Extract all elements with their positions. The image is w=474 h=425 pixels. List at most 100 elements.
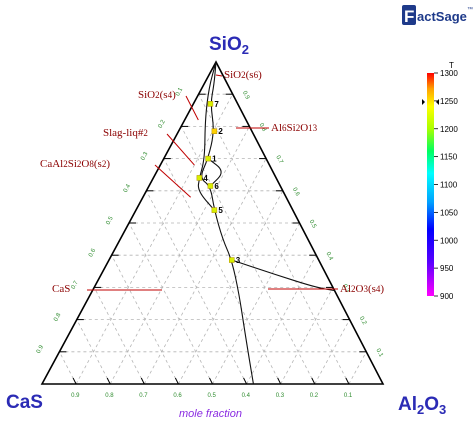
vertex-label-right: Al2O3 xyxy=(398,394,446,417)
invariant-point-label: 4 xyxy=(203,174,208,183)
tick-label: 0.5 xyxy=(308,219,318,230)
grid-line xyxy=(143,158,267,385)
tick-mark xyxy=(106,377,111,385)
univariant-line xyxy=(231,259,335,292)
tick-label: 0.3 xyxy=(276,393,285,399)
colorbar-label: T xyxy=(449,61,454,70)
grid-line xyxy=(178,190,284,385)
tick-label: 0.7 xyxy=(71,280,81,291)
grid-line xyxy=(111,255,179,385)
colorbar-marker xyxy=(436,98,439,105)
tick-label: 0.2 xyxy=(158,119,168,130)
tick-label: 0.4 xyxy=(324,251,334,262)
phase-labels: SiO2(s6) SiO2(s4) Al6Si2O13 Slag-liq#2 CaAl2… xyxy=(40,69,384,295)
grid-line xyxy=(348,351,367,385)
invariant-point-label: 5 xyxy=(218,206,223,215)
tick-label: 0.7 xyxy=(274,155,284,166)
invariant-point-label: 1 xyxy=(212,155,217,164)
invariant-point xyxy=(229,257,235,263)
grid-line xyxy=(280,287,334,385)
leader-line xyxy=(154,164,191,198)
colorbar-marker xyxy=(422,98,425,105)
tick-label: 0.9 xyxy=(241,90,251,101)
phase-label-al6si2o13: Al6Si2O13 xyxy=(271,122,318,134)
tick-label: 0.6 xyxy=(88,247,98,258)
grid-line xyxy=(314,319,350,385)
tick-label: 0.5 xyxy=(208,393,217,399)
colorbar-tick-label: 1150 xyxy=(440,153,458,162)
vertex-labels: SiO2 CaS Al2O3 xyxy=(6,34,446,417)
invariant-point-label: 3 xyxy=(236,256,241,265)
grid-line xyxy=(93,287,145,385)
tick-label: 0.4 xyxy=(242,393,251,399)
grid-lines xyxy=(59,93,367,385)
colorbar-tick-label: 1000 xyxy=(440,236,458,245)
tick-label: 0.9 xyxy=(36,344,46,355)
logo-mark xyxy=(402,5,416,25)
grid-line xyxy=(212,222,300,385)
tick-label: 0.8 xyxy=(53,312,63,323)
colorbar-tick-label: 1200 xyxy=(440,125,458,134)
triangle-frame xyxy=(40,60,385,385)
grid-line xyxy=(246,255,317,385)
temperature-colorbar: T 900 950 1000 1050 1100 1150 1200 1250 1300 xyxy=(422,61,458,301)
tick-label: 0.6 xyxy=(173,393,182,399)
invariant-point-label: 2 xyxy=(218,127,223,136)
tick-mark xyxy=(174,377,179,385)
grid-line xyxy=(198,94,350,385)
tick-mark xyxy=(72,377,77,385)
invariant-point xyxy=(205,155,211,162)
tick-mark xyxy=(209,377,213,385)
grid-line xyxy=(76,319,111,385)
colorbar-tick-label: 1050 xyxy=(440,208,458,217)
invariant-point xyxy=(211,207,218,213)
colorbar-tick-label: 1100 xyxy=(440,181,458,190)
colorbar-gradient xyxy=(427,73,434,296)
leader-line xyxy=(215,74,223,77)
tick-mark xyxy=(140,377,145,385)
logo-tm: ™ xyxy=(467,6,473,13)
leader-line xyxy=(166,133,195,166)
tick-label: 0.1 xyxy=(344,393,353,399)
tick-label: 0.5 xyxy=(105,215,115,226)
phase-label-al2o3-s4: Al2O3(s4) xyxy=(340,283,384,295)
vertex-label-left: CaS xyxy=(6,392,43,413)
tick-marks xyxy=(59,93,367,385)
phase-label-slag-liq2: Slag-liq#2 xyxy=(103,127,148,139)
tick-label: 0.4 xyxy=(123,183,133,194)
invariant-point xyxy=(196,175,203,181)
tick-label: 0.9 xyxy=(71,393,80,399)
colorbar-tick-label: 900 xyxy=(440,292,454,301)
phase-label-caal2si2o8: CaAl2Si2O8(s2) xyxy=(40,158,110,170)
tick-label: 0.3 xyxy=(140,151,150,162)
triangle-border xyxy=(40,60,385,385)
invariant-point xyxy=(207,183,214,189)
tick-mark xyxy=(311,377,316,385)
univariant-line xyxy=(201,61,254,385)
grid-line xyxy=(128,222,213,385)
tick-mark xyxy=(277,377,282,385)
x-axis-label: mole fraction xyxy=(179,408,242,420)
tick-mark xyxy=(243,377,248,385)
phase-label-cas: CaS xyxy=(52,283,70,295)
tick-label: 0.2 xyxy=(310,393,319,399)
tick-label: 0.3 xyxy=(341,284,351,295)
colorbar-tick-label: 950 xyxy=(440,264,454,273)
vertex-label-top: SiO2 xyxy=(209,34,249,57)
leader-line xyxy=(185,95,199,121)
logo-f: F xyxy=(404,7,414,26)
grid-line xyxy=(75,94,234,385)
tick-label: 0.2 xyxy=(358,316,368,327)
tick-label: 0.6 xyxy=(291,187,301,198)
invariant-point xyxy=(207,101,214,107)
tick-label: 0.7 xyxy=(139,393,148,399)
invariant-point xyxy=(211,128,218,134)
tick-mark xyxy=(345,377,350,385)
colorbar-tick-label: 1250 xyxy=(440,97,458,106)
colorbar-tick-label: 1300 xyxy=(440,69,458,78)
invariant-point-label: 6 xyxy=(214,182,219,191)
tick-label: 0.8 xyxy=(105,393,114,399)
